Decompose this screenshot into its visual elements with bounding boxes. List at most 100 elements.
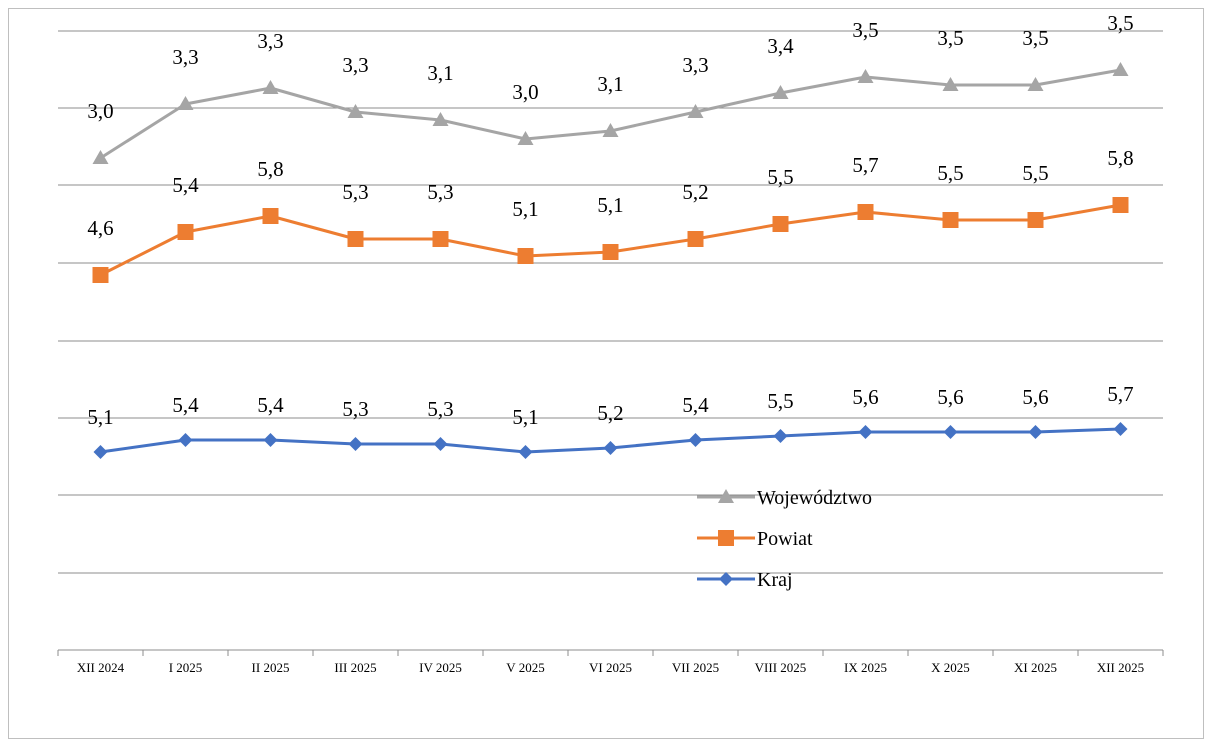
- data-point: [517, 131, 534, 145]
- data-label: 5,4: [682, 393, 709, 417]
- data-point: [347, 231, 364, 247]
- data-point: [857, 69, 874, 83]
- data-point: [348, 437, 363, 451]
- data-point: [432, 231, 449, 247]
- x-axis: XII 2024 I 2025 II 2025 III 2025 IV 2025 V 20…: [57, 649, 1164, 675]
- legend-item: Powiat: [697, 528, 813, 550]
- data-label: 3,0: [87, 99, 113, 123]
- legend-item: Województwo: [697, 487, 872, 509]
- data-label: 5,3: [427, 397, 453, 421]
- data-label: 5,1: [87, 405, 113, 429]
- data-label: 5,5: [937, 161, 963, 185]
- data-label: 5,3: [342, 180, 368, 204]
- data-point: [433, 437, 448, 451]
- data-label: 3,3: [172, 45, 198, 69]
- x-tick-label: X 2025: [931, 660, 970, 675]
- data-label: 5,1: [512, 405, 538, 429]
- data-point: [263, 433, 278, 447]
- data-label: 3,1: [597, 72, 623, 96]
- data-point: [1028, 425, 1043, 439]
- data-label: 5,4: [257, 393, 284, 417]
- data-point: [602, 123, 619, 137]
- x-tick-label: VIII 2025: [755, 660, 807, 675]
- data-label: 3,5: [937, 26, 963, 50]
- data-point: [93, 445, 108, 459]
- x-tick-label: III 2025: [334, 660, 376, 675]
- x-tick-label: IV 2025: [419, 660, 462, 675]
- data-point: [1112, 197, 1129, 213]
- data-point: [772, 216, 789, 232]
- data-label: 3,5: [852, 18, 878, 42]
- data-label: 3,3: [682, 53, 708, 77]
- data-label: 5,3: [342, 397, 368, 421]
- data-labels: 3,0 3,3 3,3 3,3 3,1 3,0 3,1 3,3 3,4 3,5 3,5 3,5 3,5 4…: [87, 11, 1133, 429]
- data-label: 5,5: [767, 389, 793, 413]
- legend-item: Kraj: [697, 569, 793, 591]
- data-point: [718, 530, 734, 546]
- data-point: [687, 231, 704, 247]
- data-label: 5,3: [427, 180, 453, 204]
- data-point: [92, 267, 109, 283]
- data-label: 3,3: [257, 29, 283, 53]
- data-point: [262, 80, 279, 94]
- data-label: 5,5: [767, 165, 793, 189]
- data-point: [517, 248, 534, 264]
- data-point: [858, 425, 873, 439]
- data-label: 5,6: [1022, 385, 1048, 409]
- data-label: 5,5: [1022, 161, 1048, 185]
- data-point: [177, 224, 194, 240]
- data-point: [262, 208, 279, 224]
- data-point: [718, 489, 734, 503]
- series-group: [92, 62, 1129, 459]
- data-point: [943, 425, 958, 439]
- data-point: [1113, 422, 1128, 436]
- x-tick-label: V 2025: [506, 660, 544, 675]
- gridlines: [58, 30, 1163, 574]
- legend-label: Kraj: [757, 569, 793, 591]
- data-point: [603, 441, 618, 455]
- data-point: [772, 85, 789, 99]
- data-point: [1027, 212, 1044, 228]
- data-point: [857, 204, 874, 220]
- data-label: 5,7: [852, 153, 878, 177]
- data-label: 3,0: [512, 80, 538, 104]
- series-diamond: [93, 422, 1128, 459]
- data-label: 5,2: [597, 401, 623, 425]
- series-triangle: [92, 62, 1129, 164]
- data-label: 5,8: [257, 157, 283, 181]
- data-label: 3,3: [342, 53, 368, 77]
- legend: Województwo Powiat Kraj: [697, 487, 872, 591]
- data-label: 5,2: [682, 180, 708, 204]
- data-point: [687, 104, 704, 118]
- data-label: 3,5: [1022, 26, 1048, 50]
- data-point: [688, 433, 703, 447]
- data-label: 4,6: [87, 216, 113, 240]
- data-label: 5,8: [1107, 146, 1133, 170]
- data-point: [1112, 62, 1129, 76]
- data-point: [92, 150, 109, 164]
- legend-label: Województwo: [757, 487, 872, 509]
- data-label: 5,6: [937, 385, 963, 409]
- data-label: 3,5: [1107, 11, 1133, 35]
- data-label: 5,1: [512, 197, 538, 221]
- x-tick-label: XII 2025: [1097, 660, 1144, 675]
- data-label: 5,1: [597, 193, 623, 217]
- x-tick-label: II 2025: [252, 660, 290, 675]
- x-tick-label: XII 2024: [77, 660, 125, 675]
- data-point: [518, 445, 533, 459]
- series-square: [92, 197, 1129, 283]
- data-label: 5,4: [172, 173, 199, 197]
- data-label: 5,6: [852, 385, 878, 409]
- data-label: 5,4: [172, 393, 199, 417]
- data-label: 3,4: [767, 34, 794, 58]
- data-label: 3,1: [427, 61, 453, 85]
- chart-frame: [8, 8, 1204, 739]
- data-point: [1027, 77, 1044, 91]
- x-tick-label: VI 2025: [589, 660, 632, 675]
- legend-label: Powiat: [757, 528, 813, 550]
- data-point: [432, 112, 449, 126]
- data-point: [347, 104, 364, 118]
- x-tick-label: IX 2025: [844, 660, 887, 675]
- data-point: [177, 96, 194, 110]
